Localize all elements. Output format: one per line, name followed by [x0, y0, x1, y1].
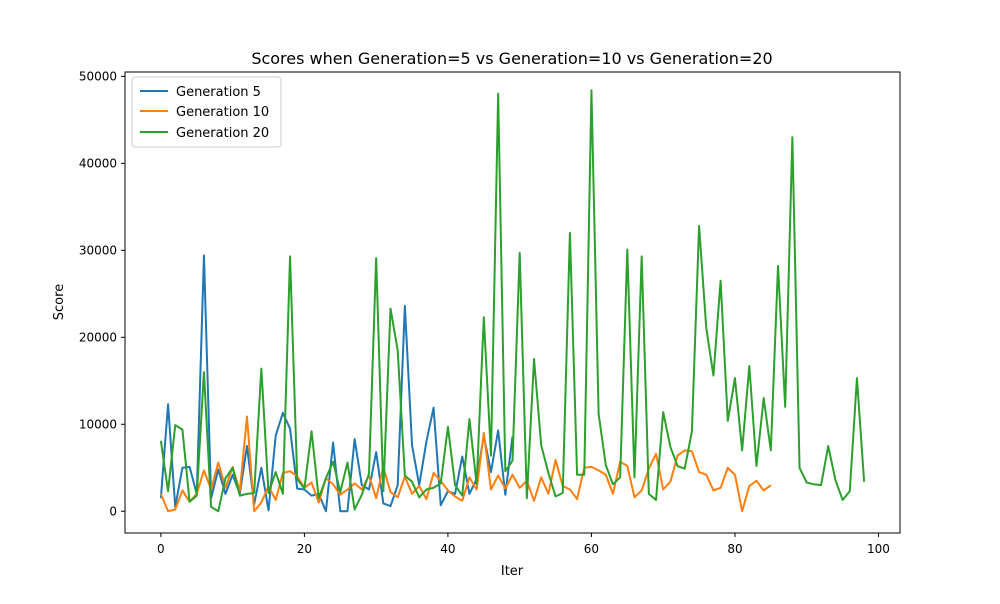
y-tick-label: 20000: [79, 330, 117, 344]
x-tick-label: 0: [157, 542, 165, 556]
series-layer: [159, 89, 866, 513]
legend-box: [131, 76, 282, 148]
y-axis: 0 10000 20000 30000 40000 50000: [79, 69, 125, 518]
x-tick-label: 20: [297, 542, 312, 556]
y-tick-label: 30000: [79, 243, 117, 257]
series-line-2: [159, 89, 866, 513]
y-tick-label: 40000: [79, 156, 117, 170]
legend-label-gen20: Generation 20: [176, 126, 269, 141]
legend: Generation 5 Generation 10 Generation 20: [131, 76, 282, 148]
chart-title: Scores when Generation=5 vs Generation=1…: [251, 49, 772, 68]
y-tick-label: 10000: [79, 417, 117, 431]
legend-label-gen5: Generation 5: [176, 85, 261, 100]
y-tick-label: 0: [109, 504, 117, 518]
x-tick-label: 80: [727, 542, 742, 556]
y-axis-label: Score: [52, 284, 67, 320]
x-axis-label: Iter: [501, 564, 524, 579]
x-tick-label: 60: [584, 542, 599, 556]
y-tick-label: 50000: [79, 69, 117, 83]
plot-area-frame: [124, 71, 901, 534]
series-line-1: [159, 415, 772, 513]
x-axis: 0 20 40 60 80 100: [157, 533, 890, 556]
x-tick-label: 40: [440, 542, 455, 556]
legend-label-gen10: Generation 10: [176, 105, 269, 120]
x-tick-label: 100: [867, 542, 890, 556]
